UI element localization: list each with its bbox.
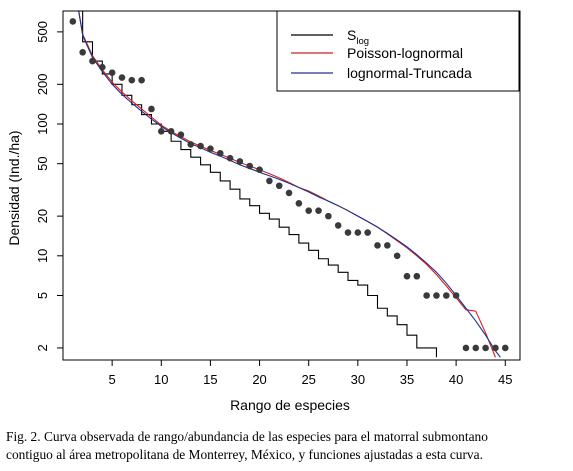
data-point xyxy=(334,222,342,229)
data-point xyxy=(285,189,293,197)
x-tick-label-40: 40 xyxy=(449,372,463,387)
data-point xyxy=(108,69,116,77)
data-point xyxy=(148,105,155,113)
legend-label-slog-sub: log xyxy=(356,36,369,47)
data-point xyxy=(226,154,234,162)
data-point xyxy=(256,166,263,174)
data-point xyxy=(246,162,254,170)
data-point xyxy=(118,74,126,81)
x-tick-label-35: 35 xyxy=(400,372,414,387)
data-point xyxy=(295,200,303,207)
data-point xyxy=(364,229,371,236)
legend-label-poisson-lognormal: Poisson-lognormal xyxy=(347,45,463,61)
y-tick-label-20: 20 xyxy=(35,209,50,223)
data-point xyxy=(423,292,430,299)
y-tick-label-200: 200 xyxy=(35,73,50,95)
data-point xyxy=(305,207,313,214)
data-point xyxy=(472,344,480,352)
data-point xyxy=(325,212,332,220)
data-point xyxy=(275,182,283,190)
data-point xyxy=(99,63,106,71)
data-point xyxy=(384,242,391,249)
data-point xyxy=(236,158,244,165)
data-point xyxy=(157,128,165,135)
data-point xyxy=(187,141,195,148)
data-point xyxy=(354,229,362,236)
data-point xyxy=(216,149,224,157)
legend-label-slog-main: S xyxy=(347,27,356,43)
legend-box xyxy=(276,10,520,92)
data-point xyxy=(266,177,273,185)
data-point xyxy=(433,292,440,299)
data-point xyxy=(128,76,136,84)
x-tick-label-45: 45 xyxy=(498,372,512,387)
legend-label-lognormal-truncada: lognormal-Truncada xyxy=(347,65,472,81)
x-tick-label-30: 30 xyxy=(351,372,365,387)
data-point xyxy=(315,207,322,214)
data-point xyxy=(492,344,499,352)
data-point xyxy=(177,131,185,138)
x-tick-label-20: 20 xyxy=(252,372,266,387)
figure-caption: Fig. 2. Curva observada de rango/abundan… xyxy=(6,428,568,464)
legend-label-slog: Slog xyxy=(347,27,369,47)
series-line-lognormal-truncada xyxy=(78,11,501,358)
y-tick-label-500: 500 xyxy=(35,21,50,43)
data-point xyxy=(89,57,96,65)
data-point xyxy=(452,292,460,299)
data-point xyxy=(207,145,214,152)
y-tick-label-10: 10 xyxy=(35,249,50,263)
y-tick-label-50: 50 xyxy=(35,156,50,170)
data-point xyxy=(79,48,86,56)
figure-caption-line-1: Fig. 2. Curva observada de rango/abundan… xyxy=(6,429,488,444)
data-point xyxy=(413,272,421,280)
data-point xyxy=(197,142,204,150)
x-tick-label-25: 25 xyxy=(301,372,315,387)
data-point xyxy=(344,229,352,236)
data-point xyxy=(403,272,411,280)
data-point xyxy=(69,18,77,25)
y-tick-label-5: 5 xyxy=(35,292,50,299)
y-tick-label-2: 2 xyxy=(35,344,50,351)
x-axis-title: Rango de especies xyxy=(230,397,350,413)
x-tick-label-5: 5 xyxy=(109,372,116,387)
figure-caption-line-2: contiguo al área metropolitana de Monter… xyxy=(6,447,483,462)
data-point xyxy=(501,344,509,352)
y-axis-title: Densidad (Ind./ha) xyxy=(6,130,22,245)
legend: Slog Poisson-lognormal lognormal-Truncad… xyxy=(276,10,520,92)
y-tick-label-100: 100 xyxy=(35,113,50,135)
x-tick-label-15: 15 xyxy=(203,372,217,387)
x-tick-label-10: 10 xyxy=(154,372,168,387)
data-point xyxy=(442,292,450,299)
data-point xyxy=(138,76,145,84)
series-line-poisson-lognormal xyxy=(78,11,496,358)
data-point xyxy=(482,344,489,352)
data-point xyxy=(374,242,381,249)
data-point xyxy=(393,252,401,260)
data-point xyxy=(167,128,175,135)
data-point xyxy=(462,344,470,352)
